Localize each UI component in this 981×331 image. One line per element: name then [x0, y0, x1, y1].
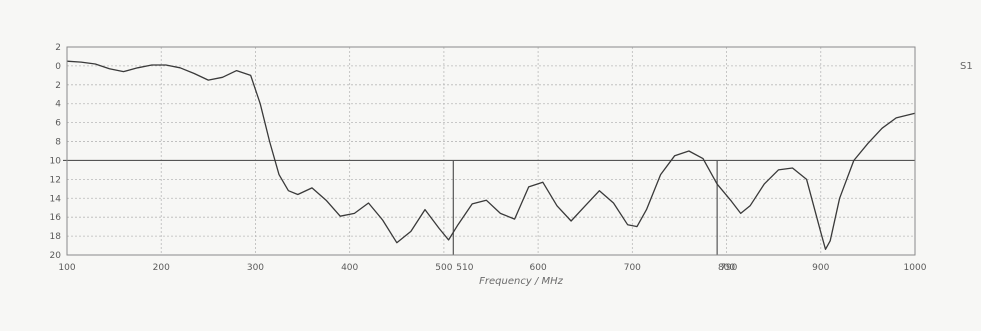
x-axis-title: Frequency / MHz: [479, 276, 563, 287]
x-tick-label: 500: [435, 263, 452, 273]
series-layer: [66, 60, 916, 250]
y-tick-label: 12: [50, 175, 61, 185]
y-tick-label: 14: [50, 194, 62, 204]
y-tick-label: 18: [50, 232, 62, 242]
grid-layer: [66, 46, 916, 256]
x-tick-label: 600: [530, 263, 547, 273]
x-tick-label: 800: [718, 263, 735, 273]
marker-label: 790: [720, 263, 737, 273]
y-tick-label: 2: [55, 81, 61, 91]
x-tick-label: 100: [58, 263, 75, 273]
marker-label: 510: [456, 263, 473, 273]
y-tick-label: 4: [55, 100, 61, 110]
y-tick-label: 16: [50, 213, 62, 223]
x-tick-label: 700: [624, 263, 641, 273]
x-tick-label: 300: [247, 263, 264, 273]
y-tick-label: 2: [55, 43, 61, 53]
series-line: [66, 60, 916, 250]
y-tick-label: 20: [50, 251, 62, 261]
marker-layer: [63, 159, 915, 255]
x-tick-label: 900: [812, 263, 829, 273]
x-tick-label: 400: [341, 263, 358, 273]
y-tick-label: 8: [55, 138, 61, 148]
y-tick-label: 10: [50, 156, 62, 166]
plot-frame: [66, 46, 916, 256]
x-tick-label: 1000: [904, 263, 927, 273]
x-tick-label: 200: [153, 263, 170, 273]
y-tick-label: 0: [55, 62, 61, 72]
y-tick-label: 6: [55, 119, 61, 129]
legend-entry: S1: [960, 61, 973, 72]
